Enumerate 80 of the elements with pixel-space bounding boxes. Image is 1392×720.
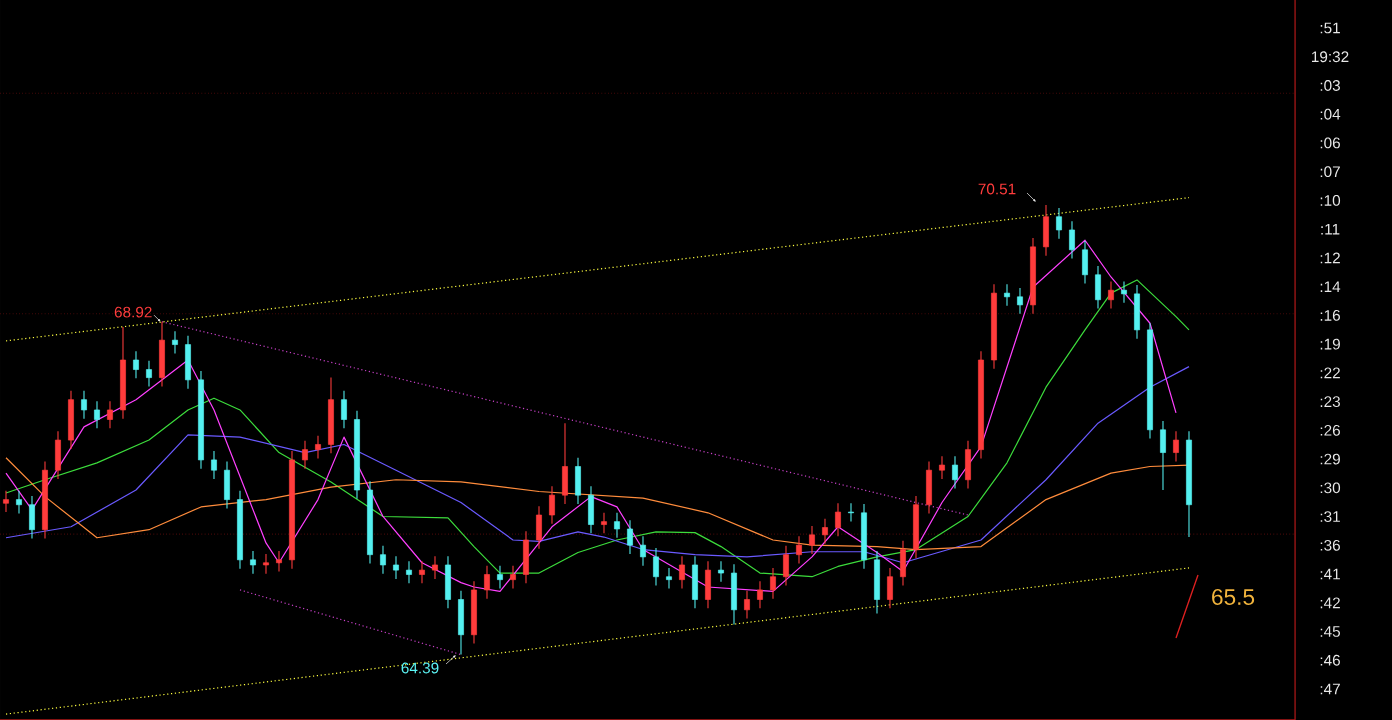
candlestick [3,490,9,513]
text: :07 [1320,166,1340,178]
candlestick [133,350,139,379]
candlestick [809,525,815,555]
text: :47 [1320,683,1340,695]
text: :16 [1320,309,1340,321]
text: :19 [1320,338,1340,350]
candlestick [1056,207,1062,240]
candlestick [94,400,100,429]
candlestick [510,565,516,590]
text: :31 [1320,511,1340,522]
text: :10 [1320,195,1341,206]
text: :41 [1320,568,1340,580]
text: :26 [1320,424,1340,436]
text: :30 [1320,482,1341,494]
candlestick [1121,280,1127,304]
candlestick [250,550,256,575]
candlestick [16,490,22,515]
text: :11 [1321,223,1340,235]
candlestick [666,567,672,590]
text: :46 [1320,654,1340,666]
candlestick [1004,283,1010,307]
candlestick [718,560,724,583]
candlestick [939,455,945,480]
text: 65.5 [1212,588,1255,606]
candlestick [484,565,490,600]
candlestick [549,485,555,525]
candlestick [172,330,178,354]
candlestick [146,360,152,387]
candlestick [107,400,113,429]
candlestick [822,518,828,545]
candlestick [627,519,633,555]
text: :45 [1320,626,1341,637]
candlestick [744,590,750,620]
text: :51 [1320,22,1340,34]
candlestick [263,553,269,575]
candlestick [601,512,607,534]
candlestick [406,560,412,584]
candlestick [614,512,620,539]
candlestick [835,502,841,537]
text: :22 [1320,367,1340,379]
candlestick [796,535,802,565]
text: :04 [1320,108,1341,120]
candlestick [770,567,776,600]
candlestick [887,567,893,609]
annotation: 68.92 [114,306,152,318]
text: :06 [1320,137,1340,149]
text: :14 [1320,281,1341,292]
candlestick [393,555,399,580]
text: 19:32 [1311,51,1349,63]
text: :36 [1320,539,1340,551]
candlestick [302,440,308,470]
candlestick [783,545,789,587]
candlestick [1160,420,1166,491]
annotation: 64.39 [401,662,439,674]
text: :42 [1320,597,1340,609]
annotation: 70.51 [978,183,1016,195]
candlestick [497,565,503,590]
candlestick [1108,280,1114,310]
candlestick [848,502,854,523]
candlestick [679,555,685,590]
text: :03 [1320,80,1340,91]
text: :29 [1320,453,1340,465]
candlestick [380,545,386,575]
candlestick [757,580,763,609]
text: :23 [1320,396,1340,408]
candlestick [653,547,659,587]
candlestick [640,535,646,567]
candlestick [276,550,282,573]
candlestick [211,450,217,480]
text: :12 [1320,252,1340,264]
candlestick [1173,430,1179,462]
candlestick [952,455,958,490]
candlestick [419,560,425,584]
candlestick [341,390,347,429]
candlestick [432,555,438,580]
candlestick [1017,287,1023,315]
candlestick [81,390,87,420]
candlestick [315,435,321,459]
candlestick [1069,220,1075,260]
